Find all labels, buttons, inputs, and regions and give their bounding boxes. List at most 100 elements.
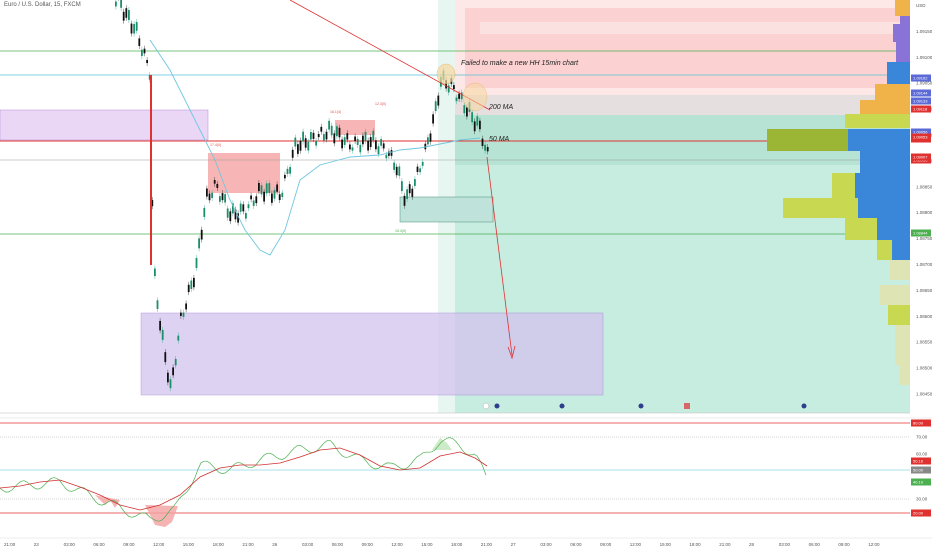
time-tick: 06:00 <box>332 542 344 547</box>
candle <box>369 137 372 148</box>
candle <box>453 85 455 90</box>
candle <box>213 180 216 184</box>
time-tick: 03:00 <box>302 542 314 547</box>
ma200-annotation: 200 MA <box>488 104 513 111</box>
candle <box>247 204 250 209</box>
candle <box>172 367 174 376</box>
candle <box>146 59 148 64</box>
candle <box>328 120 330 130</box>
small-label-a: 17.4(0) <box>210 143 221 147</box>
candle <box>473 121 476 132</box>
candle <box>315 141 317 146</box>
candle <box>362 135 364 145</box>
candle <box>190 280 193 290</box>
candle <box>414 179 416 186</box>
rsi-tag <box>911 466 931 474</box>
candle <box>455 97 458 102</box>
candle <box>115 1 117 7</box>
candle <box>268 183 271 193</box>
candle <box>122 11 125 21</box>
candle <box>120 0 122 8</box>
candle <box>260 185 263 195</box>
time-tick: 28 <box>749 542 755 547</box>
candle <box>310 132 312 140</box>
price-tick: USD <box>916 3 926 8</box>
time-tick: 18:00 <box>213 542 225 547</box>
price-tag <box>911 153 931 161</box>
candle <box>471 112 473 123</box>
candle <box>421 161 424 166</box>
candle <box>325 131 328 140</box>
candle <box>317 133 320 138</box>
price-tag-label: 1.09056 <box>913 130 928 135</box>
candle <box>434 101 437 112</box>
time-axis[interactable]: 21:00 23 03:00 06:00 09:00 12:00 15:00 18:00 21:… <box>4 542 880 547</box>
price-tag <box>911 89 931 97</box>
price-tick: 1.08550 <box>916 340 932 345</box>
candle <box>224 194 226 203</box>
time-tick: 06:00 <box>570 542 582 547</box>
time-tick: 03:00 <box>64 542 76 547</box>
candle <box>232 203 234 214</box>
candle <box>245 213 247 219</box>
projection-arrow <box>486 156 516 360</box>
candle <box>403 195 406 206</box>
candle <box>242 204 245 212</box>
candle <box>278 194 281 201</box>
time-tick: 21:00 <box>242 542 254 547</box>
candle <box>169 379 172 389</box>
candle <box>161 329 164 340</box>
price-tag <box>911 229 931 237</box>
rsi-tag-label: 20.00 <box>913 511 924 516</box>
candle <box>219 196 221 202</box>
price-tag <box>911 105 931 113</box>
event-icons[interactable] <box>482 402 807 410</box>
rsi-tag-label: 80.00 <box>913 421 924 426</box>
stop-zone-inner <box>465 8 905 88</box>
price-tick: 1.08650 <box>916 288 932 293</box>
candle <box>138 38 141 47</box>
price-tag-label: 1.09133 <box>913 99 928 104</box>
candle <box>141 49 143 56</box>
candle <box>180 312 182 316</box>
candle <box>229 211 232 222</box>
candle <box>206 188 208 197</box>
candle <box>208 193 211 201</box>
candle <box>406 189 408 200</box>
candle <box>372 130 375 141</box>
time-tick: 18:00 <box>451 542 463 547</box>
candle <box>167 372 169 383</box>
rsi-tags: 80.00 50.16 50.00 40.19 20.00 <box>911 419 931 517</box>
rsi-tag <box>911 478 931 486</box>
rsi-tag <box>911 419 931 427</box>
rsi-tick: 60.00 <box>916 452 928 457</box>
candle <box>401 181 403 192</box>
time-tick: 06:00 <box>809 542 821 547</box>
price-tick: 1.08850 <box>916 184 932 189</box>
candle <box>398 166 401 176</box>
candle <box>284 174 286 179</box>
price-tag-label: 1.09118 <box>913 107 928 112</box>
moving-average-50 <box>149 39 481 256</box>
rsi-pane <box>0 417 932 527</box>
candle <box>130 23 133 34</box>
candle <box>177 335 180 341</box>
event-icon-1 <box>482 402 490 410</box>
candle <box>198 238 200 249</box>
failed-hh-annotation: Failed to make a new HH 15min chart <box>461 60 579 67</box>
rsi-tick: 30.00 <box>916 497 928 502</box>
zones <box>0 0 910 413</box>
time-tick: 15:00 <box>660 542 672 547</box>
time-tick: 09:00 <box>600 542 612 547</box>
candle <box>393 162 395 170</box>
supply-box-red-2 <box>335 120 375 135</box>
candle <box>333 133 336 144</box>
price-tick: 1.08750 <box>916 236 932 241</box>
price-tick: 1.09100 <box>916 55 932 60</box>
candle <box>148 75 151 80</box>
candle <box>432 114 434 124</box>
candle <box>388 151 390 156</box>
candle <box>343 137 346 145</box>
candle <box>419 168 421 173</box>
